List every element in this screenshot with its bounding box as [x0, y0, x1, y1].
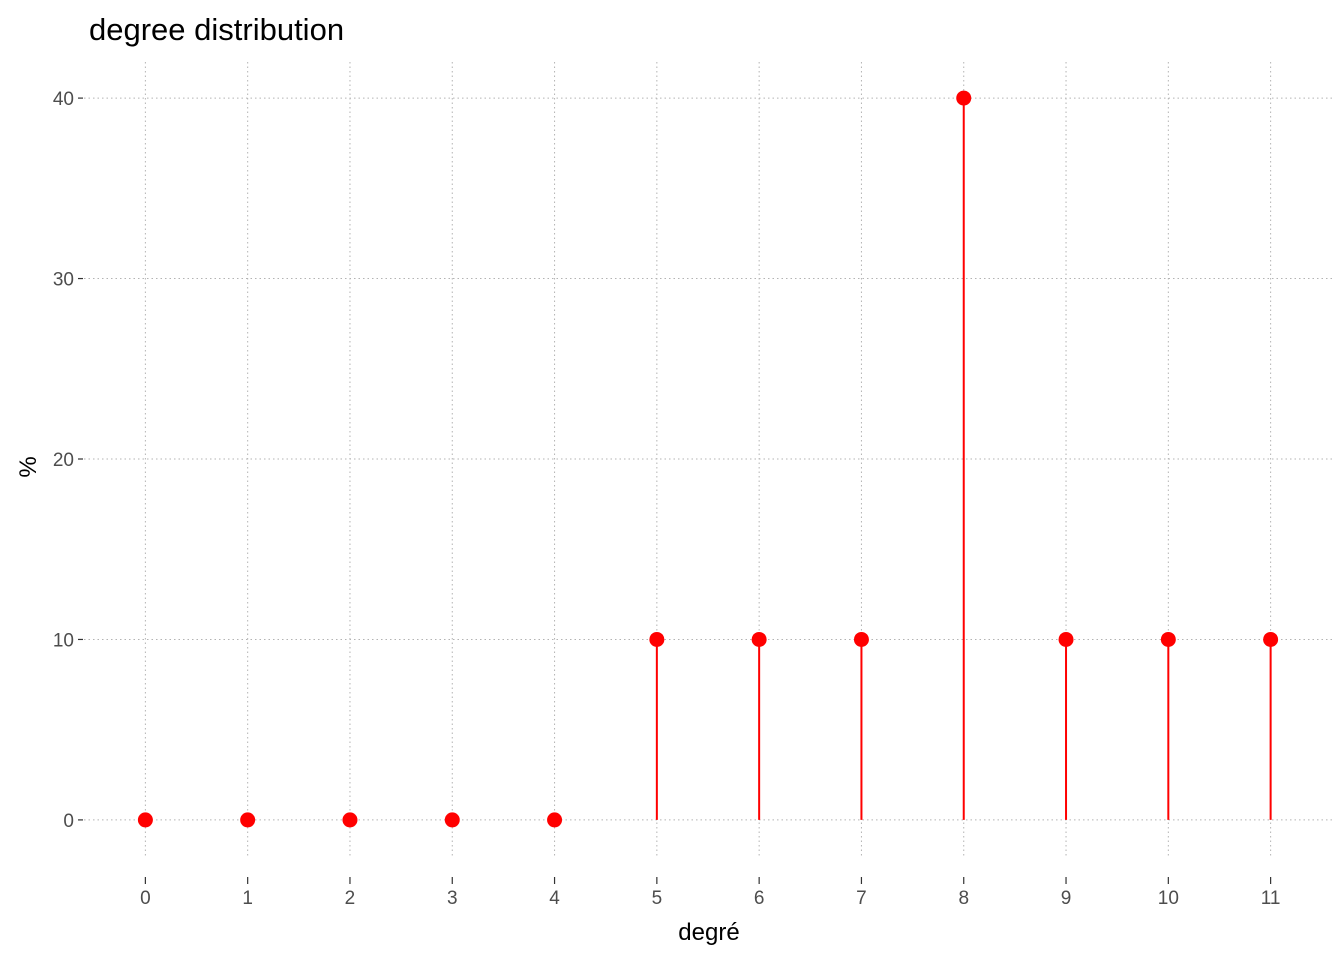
x-tick-label: 2 [345, 888, 356, 909]
x-tick-label: 4 [549, 888, 560, 909]
data-point [956, 90, 972, 106]
data-point [342, 812, 358, 828]
y-tick-label: 0 [63, 811, 74, 832]
data-point [751, 631, 767, 647]
y-axis-title: % [15, 456, 42, 477]
x-tick-label: 6 [754, 888, 765, 909]
data-point [853, 631, 869, 647]
y-tick-label: 10 [53, 630, 74, 651]
data-point [1058, 631, 1074, 647]
data-point [1263, 631, 1279, 647]
data-point [240, 812, 256, 828]
data-point [649, 631, 665, 647]
x-tick-label: 3 [447, 888, 458, 909]
y-tick-label: 20 [53, 450, 74, 471]
x-tick-label: 7 [856, 888, 867, 909]
data-point [137, 812, 153, 828]
data-point [444, 812, 460, 828]
x-tick-label: 8 [958, 888, 969, 909]
chart-title: degree distribution [89, 12, 344, 47]
x-tick-label: 5 [652, 888, 663, 909]
grid-layer [84, 62, 1332, 856]
x-tick-label: 10 [1158, 888, 1179, 909]
data-point [1160, 631, 1176, 647]
y-tick-label: 30 [53, 270, 74, 291]
point-layer [137, 90, 1279, 828]
x-tick-label: 11 [1261, 888, 1281, 909]
x-axis: 0 1 2 3 4 5 6 7 8 9 10 11 [140, 877, 1280, 909]
y-axis: 0 10 20 30 40 [53, 89, 83, 832]
x-tick-label: 9 [1061, 888, 1072, 909]
y-tick-label: 40 [53, 89, 74, 110]
x-axis-title: degré [678, 919, 739, 946]
stem-layer [655, 98, 1272, 820]
x-tick-label: 0 [140, 888, 151, 909]
x-tick-label: 1 [242, 888, 253, 909]
data-point [547, 812, 563, 828]
